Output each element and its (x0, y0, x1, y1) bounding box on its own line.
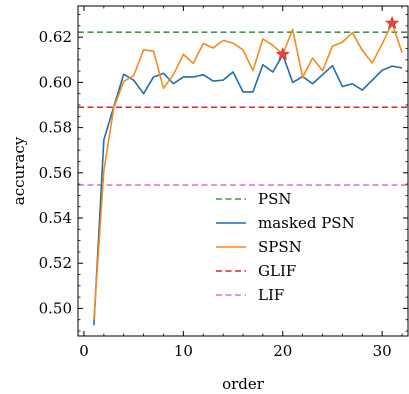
plot-area (78, 15, 408, 326)
x-tick-label: 10 (174, 342, 193, 360)
masked-psn-line (93, 54, 403, 326)
x-tick-label: 30 (373, 342, 392, 360)
x-tick-label: 0 (79, 342, 89, 360)
best-order-star-marker-2 (385, 15, 400, 30)
legend-label-masked-psn: masked PSN (258, 214, 355, 232)
legend: PSN masked PSN SPSN GLIF LIF (216, 190, 355, 304)
y-tick-label: 0.58 (39, 119, 72, 137)
y-tick-label: 0.52 (39, 254, 72, 272)
y-tick-label: 0.56 (39, 164, 72, 182)
plot-frame (77, 5, 409, 337)
y-tick-label: 0.54 (39, 209, 72, 227)
axes: 0 10 20 30 0.50 0.52 0.54 0.56 0.58 0.60 0.62 (39, 5, 409, 360)
y-axis-label: accuracy (10, 136, 28, 205)
legend-label-glif: GLIF (258, 262, 296, 280)
legend-label-psn: PSN (258, 190, 292, 208)
x-axis-label: order (222, 375, 265, 393)
spsn-line (93, 22, 403, 320)
y-tick-label: 0.60 (39, 73, 72, 91)
legend-label-lif: LIF (258, 286, 284, 304)
best-order-star-marker-1 (275, 47, 290, 61)
y-tick-label: 0.50 (39, 299, 72, 317)
legend-label-spsn: SPSN (258, 238, 302, 256)
y-tick-label: 0.62 (39, 28, 72, 46)
x-tick-label: 20 (273, 342, 292, 360)
